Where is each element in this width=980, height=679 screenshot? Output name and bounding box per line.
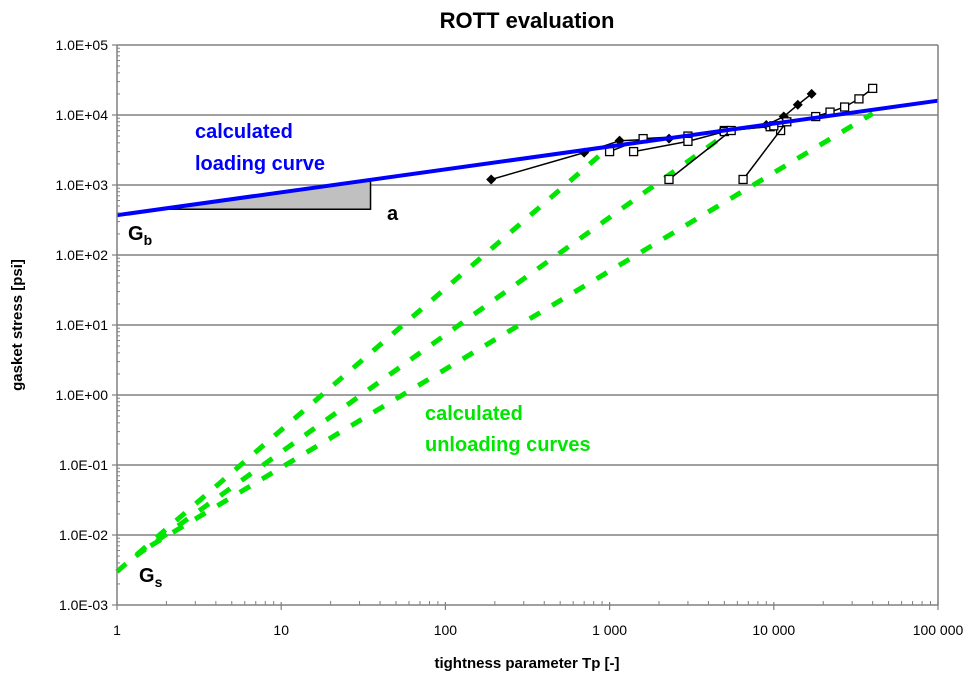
x-tick-label: 1 xyxy=(113,622,121,638)
gb-label: Gb xyxy=(128,223,152,248)
grid-lines xyxy=(117,44,938,536)
loading-curve-line xyxy=(116,98,939,218)
y-tick-label: 1.0E+02 xyxy=(55,247,108,263)
y-axis-label: gasket stress [psi] xyxy=(9,259,26,391)
data-point-square xyxy=(854,94,864,104)
data-point-square xyxy=(868,83,878,94)
x-axis-label: tightness parameter Tp [-] xyxy=(434,655,619,672)
loading-curve-label-line2: loading curve xyxy=(195,153,325,175)
series-group xyxy=(115,83,939,574)
test-data-line xyxy=(490,93,813,181)
x-tick-label: 10 xyxy=(273,622,289,638)
y-tick-label: 1.0E-03 xyxy=(59,597,108,613)
y-tick-label: 1.0E+03 xyxy=(55,177,108,193)
unloading-curves-label-line1: calculated xyxy=(425,403,523,425)
y-tick-label: 1.0E+00 xyxy=(55,387,108,403)
x-tick-labels: 1 10 100 1 000 10 000 100 000 xyxy=(113,622,963,638)
unloading-curve-line xyxy=(134,128,733,559)
chart-title: ROTT evaluation xyxy=(440,8,615,33)
data-point-diamond xyxy=(486,174,497,185)
unloading-curves-label-line2: unloading curves xyxy=(425,434,591,456)
data-point-square xyxy=(683,136,693,147)
data-point-diamond xyxy=(806,88,817,99)
slope-label-a: a xyxy=(387,203,399,225)
gs-label: Gs xyxy=(139,565,163,590)
unloading-curve-line xyxy=(149,111,874,548)
y-tick-label: 1.0E+05 xyxy=(55,37,108,53)
data-point-square xyxy=(738,174,748,185)
y-tick-labels: 1.0E+05 1.0E+04 1.0E+03 1.0E+02 1.0E+01 1.0E+… xyxy=(55,37,108,613)
x-tick-label: 100 xyxy=(434,622,458,638)
y-tick-label: 1.0E+04 xyxy=(55,107,108,123)
test-data-line xyxy=(742,87,874,180)
unloading-curve-line xyxy=(115,145,612,574)
x-tick-label: 100 000 xyxy=(913,622,964,638)
data-point-square xyxy=(664,174,674,185)
y-tick-label: 1.0E-01 xyxy=(59,457,108,473)
loading-curve-label-line1: calculated xyxy=(195,121,293,143)
x-tick-label: 10 000 xyxy=(752,622,795,638)
y-tick-label: 1.0E-02 xyxy=(59,527,108,543)
data-point-square xyxy=(628,146,639,157)
data-point-diamond xyxy=(792,99,803,110)
data-point-square xyxy=(839,102,850,112)
x-tick-label: 1 000 xyxy=(592,622,627,638)
axes xyxy=(112,44,939,610)
y-tick-label: 1.0E+01 xyxy=(55,317,108,333)
